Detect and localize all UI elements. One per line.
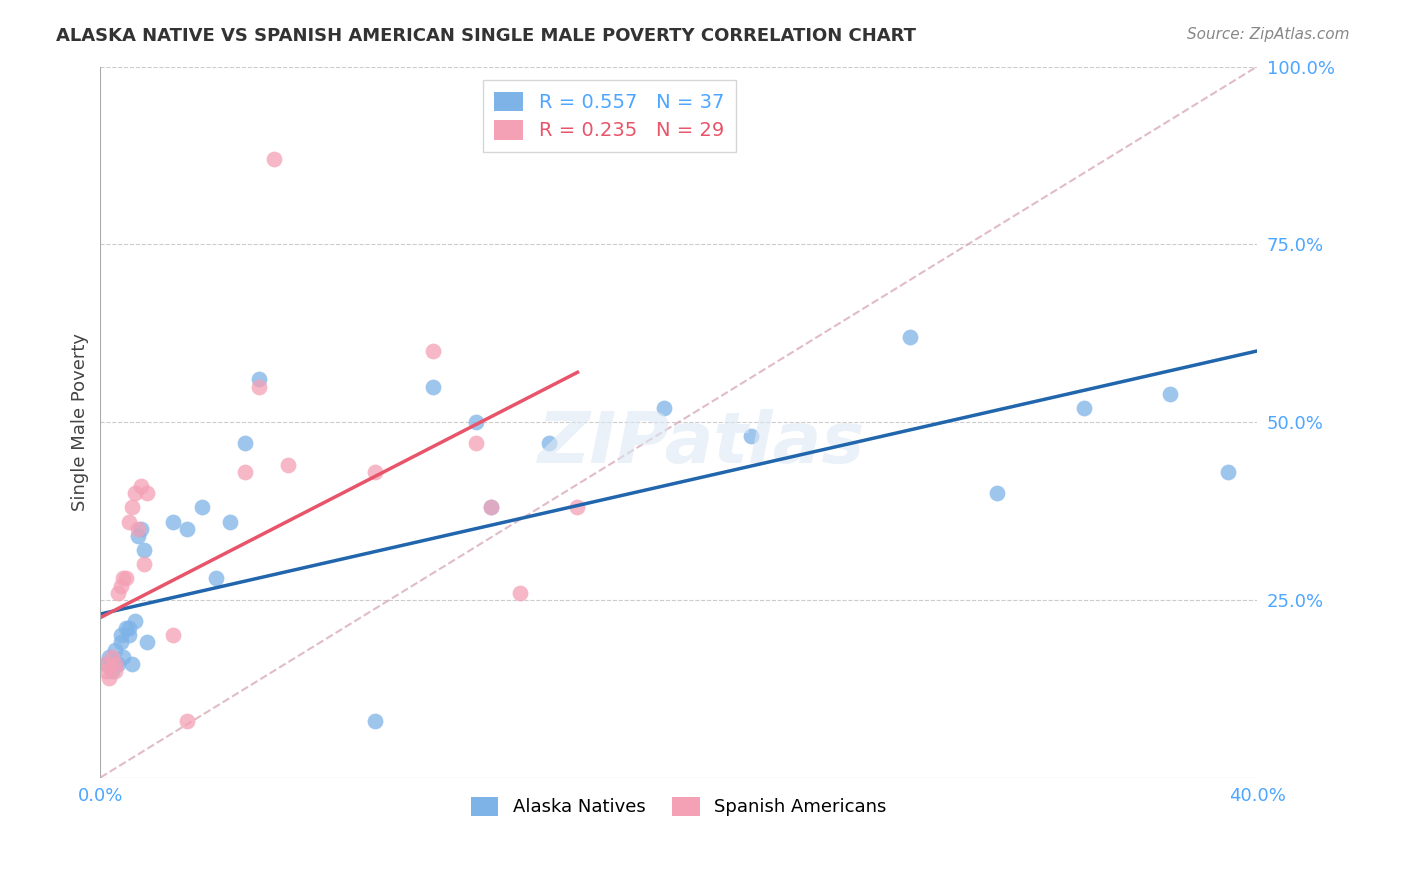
Point <box>364 714 387 728</box>
Point <box>422 379 444 393</box>
Point <box>1216 465 1239 479</box>
Point <box>104 664 127 678</box>
Point <box>94 657 117 671</box>
Point <box>162 515 184 529</box>
Point <box>118 628 141 642</box>
Point <box>124 614 146 628</box>
Point <box>537 436 560 450</box>
Point <box>110 579 132 593</box>
Point <box>104 642 127 657</box>
Text: ALASKA NATIVE VS SPANISH AMERICAN SINGLE MALE POVERTY CORRELATION CHART: ALASKA NATIVE VS SPANISH AMERICAN SINGLE… <box>56 27 917 45</box>
Point <box>115 621 138 635</box>
Point <box>176 522 198 536</box>
Point <box>94 657 117 671</box>
Point <box>205 572 228 586</box>
Point <box>101 664 124 678</box>
Point <box>740 429 762 443</box>
Point <box>422 343 444 358</box>
Point <box>129 522 152 536</box>
Point <box>132 558 155 572</box>
Point <box>479 500 502 515</box>
Point <box>110 628 132 642</box>
Point <box>101 649 124 664</box>
Point <box>898 330 921 344</box>
Point <box>176 714 198 728</box>
Point <box>567 500 589 515</box>
Text: ZIPatlas: ZIPatlas <box>538 409 866 478</box>
Point <box>98 649 121 664</box>
Point <box>110 635 132 649</box>
Point <box>233 436 256 450</box>
Point <box>112 649 135 664</box>
Point <box>1159 386 1181 401</box>
Point <box>94 664 117 678</box>
Point <box>118 515 141 529</box>
Point <box>479 500 502 515</box>
Point <box>124 486 146 500</box>
Point <box>247 379 270 393</box>
Point <box>364 465 387 479</box>
Point <box>121 500 143 515</box>
Point <box>127 529 149 543</box>
Point <box>277 458 299 472</box>
Y-axis label: Single Male Poverty: Single Male Poverty <box>72 333 89 511</box>
Point <box>104 657 127 671</box>
Point <box>118 621 141 635</box>
Point <box>190 500 212 515</box>
Point <box>98 671 121 685</box>
Legend: Alaska Natives, Spanish Americans: Alaska Natives, Spanish Americans <box>463 788 896 825</box>
Point <box>509 585 531 599</box>
Point <box>986 486 1008 500</box>
Point <box>112 572 135 586</box>
Point <box>465 415 488 429</box>
Point <box>263 152 285 166</box>
Point <box>104 657 127 671</box>
Point <box>115 572 138 586</box>
Point <box>129 479 152 493</box>
Point <box>107 585 129 599</box>
Point <box>1073 401 1095 415</box>
Point <box>465 436 488 450</box>
Point <box>219 515 242 529</box>
Point <box>107 657 129 671</box>
Point <box>132 543 155 558</box>
Point <box>135 486 157 500</box>
Point <box>127 522 149 536</box>
Point <box>135 635 157 649</box>
Point <box>233 465 256 479</box>
Point <box>121 657 143 671</box>
Point <box>652 401 675 415</box>
Point <box>162 628 184 642</box>
Text: Source: ZipAtlas.com: Source: ZipAtlas.com <box>1187 27 1350 42</box>
Point <box>247 372 270 386</box>
